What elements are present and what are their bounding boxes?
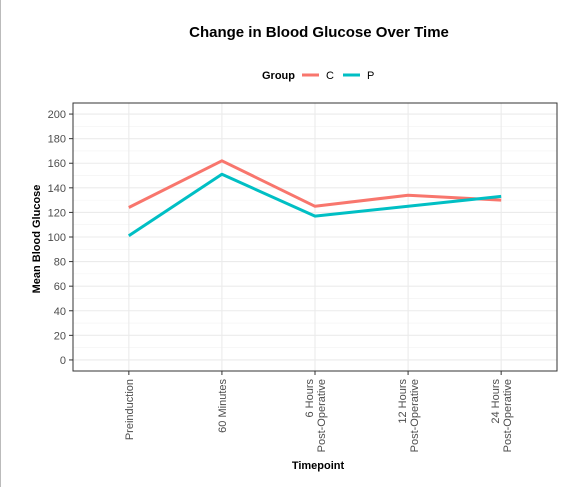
x-tick-label: 12 Hours Post-Operative [397,379,421,453]
y-tick-label: 120 [48,207,66,219]
x-tick-label-line: Post-Operative [409,379,421,452]
series-line-c [128,159,502,209]
x-axis-title: Timepoint [292,460,345,472]
y-axis-title: Mean Blood Glucose [31,185,43,294]
x-tick-label-line: 6 Hours [304,379,316,418]
x-tick-label-line: 60 Minutes [217,379,229,433]
x-tick-label-line: Post-Operative [316,379,328,452]
y-tick-label: 200 [48,109,66,121]
series-line-p [127,172,502,238]
x-tick-label: 6 Hours Post-Operative [304,379,328,453]
y-tick-label: 100 [48,232,66,244]
y-tick-label: 60 [54,281,66,293]
y-axis: 0 20 40 60 80 100 120 140 160 180 200 [48,109,73,367]
x-tick-label-line: Post-Operative [502,379,514,452]
y-tick-label: 20 [54,330,66,342]
y-tick-label: 80 [54,257,66,269]
y-tick-label: 160 [48,158,66,170]
x-tick-label: 24 Hours Post-Operative [490,379,514,453]
grid [73,103,557,371]
legend-label-c: C [326,70,334,82]
x-tick-label-line: 12 Hours [397,379,409,424]
y-tick-label: 180 [48,134,66,146]
x-axis: Preinduction 60 Minutes 6 Hours Post-Operat… [124,371,514,452]
y-tick-label: 40 [54,306,66,318]
legend-title: Group [262,70,295,82]
chart-title: Change in Blood Glucose Over Time [189,24,449,41]
legend-label-p: P [367,70,374,82]
x-tick-label: Preinduction [124,379,136,440]
y-tick-label: 140 [48,183,66,195]
x-tick-label-line: 24 Hours [490,379,502,424]
series-lines [127,159,502,238]
x-tick-label-line: Preinduction [124,379,136,440]
y-tick-label: 0 [60,355,66,367]
x-tick-label: 60 Minutes [217,379,229,433]
legend: Group C P [262,70,374,82]
